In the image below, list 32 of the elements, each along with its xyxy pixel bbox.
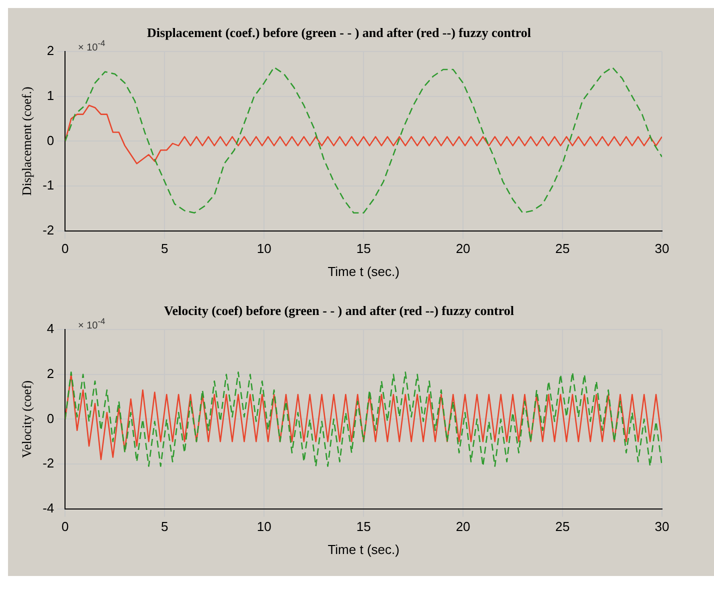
x-axis-title: Time t (sec.) <box>328 542 400 557</box>
x-tick-label: 20 <box>456 241 470 256</box>
x-tick-label: 25 <box>555 241 570 256</box>
y-tick-label: 0 <box>46 410 54 426</box>
x-tick-label: 10 <box>256 519 272 534</box>
x-tick-label: 0 <box>62 241 69 256</box>
x-tick-label: 5 <box>161 241 168 256</box>
x-tick-label: 5 <box>161 519 168 534</box>
y-tick-label: 2 <box>46 366 54 381</box>
y-tick-label: 4 <box>46 321 54 336</box>
y-tick-label: -2 <box>42 456 54 471</box>
x-tick-label: 0 <box>62 519 69 534</box>
y-tick-label: 1 <box>46 88 54 103</box>
x-axis-title: Time t (sec.) <box>328 264 400 279</box>
y-axis-title: Displacement (coef.) <box>19 86 34 196</box>
x-tick-label: 30 <box>654 241 670 256</box>
y-tick-label: 2 <box>46 43 54 58</box>
chart-title: Velocity (coef) before (green - - ) and after (red --) fuzzy control <box>164 303 514 318</box>
y-axis-title: Velocity (coef) <box>19 380 34 458</box>
x-tick-label: 20 <box>456 519 470 534</box>
chart-title: Displacement (coef.) before (green - - ) and after (red --) fuzzy control <box>147 25 532 40</box>
x-tick-label: 15 <box>356 241 371 256</box>
x-tick-label: 30 <box>654 519 670 534</box>
y-tick-label: 0 <box>46 132 54 148</box>
y-tick-label: -2 <box>42 222 54 238</box>
x-tick-label: 25 <box>555 519 570 534</box>
x-tick-label: 15 <box>356 519 371 534</box>
y-tick-label: -1 <box>42 178 54 193</box>
annotation: × 10$^{-4}$ <box>78 316 106 332</box>
y-tick-label: -4 <box>42 500 54 516</box>
x-tick-label: 10 <box>256 241 272 256</box>
annotation: × 10$^{-4}$ <box>78 38 106 54</box>
